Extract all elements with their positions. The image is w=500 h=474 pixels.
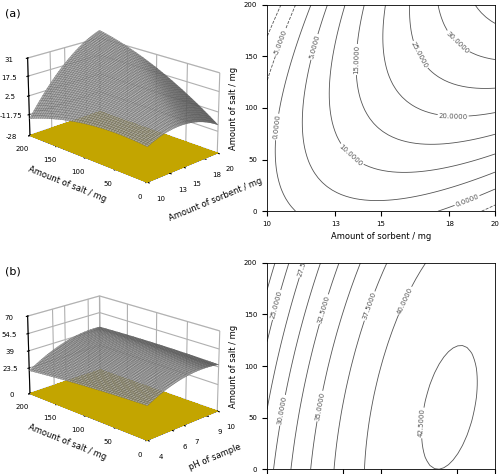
Y-axis label: Amount of salt / mg: Amount of salt / mg bbox=[27, 164, 108, 203]
Text: 10.0000: 10.0000 bbox=[338, 144, 363, 168]
X-axis label: Amount of sorbent / mg: Amount of sorbent / mg bbox=[167, 176, 264, 223]
Text: 25.0000: 25.0000 bbox=[410, 41, 428, 70]
Y-axis label: Amount of salt / mg: Amount of salt / mg bbox=[27, 422, 108, 462]
Text: 15.0000: 15.0000 bbox=[352, 45, 360, 74]
Text: 20.0000: 20.0000 bbox=[438, 113, 468, 120]
Text: 5.0000: 5.0000 bbox=[308, 34, 320, 60]
Text: (a): (a) bbox=[6, 9, 21, 19]
Text: -5.0000: -5.0000 bbox=[273, 29, 288, 56]
Text: (b): (b) bbox=[6, 267, 21, 277]
Y-axis label: Amount of salt / mg: Amount of salt / mg bbox=[230, 66, 238, 149]
Text: 32.5000: 32.5000 bbox=[316, 294, 331, 324]
Text: 42.5000: 42.5000 bbox=[418, 408, 426, 438]
Text: 30.0000: 30.0000 bbox=[277, 395, 288, 425]
Text: 30.0000: 30.0000 bbox=[444, 30, 469, 55]
Text: 27.5000: 27.5000 bbox=[297, 248, 312, 278]
Text: 0.0000: 0.0000 bbox=[272, 114, 281, 139]
Text: 40.0000: 40.0000 bbox=[396, 286, 413, 315]
Y-axis label: Amount of salt / mg: Amount of salt / mg bbox=[230, 325, 238, 408]
X-axis label: pH of sample: pH of sample bbox=[188, 443, 242, 472]
X-axis label: Amount of sorbent / mg: Amount of sorbent / mg bbox=[331, 232, 431, 241]
Text: 37.5000: 37.5000 bbox=[362, 291, 377, 321]
Text: 25.0000: 25.0000 bbox=[270, 290, 283, 320]
Text: 0.0000: 0.0000 bbox=[454, 193, 479, 208]
Text: 35.0000: 35.0000 bbox=[314, 391, 326, 421]
